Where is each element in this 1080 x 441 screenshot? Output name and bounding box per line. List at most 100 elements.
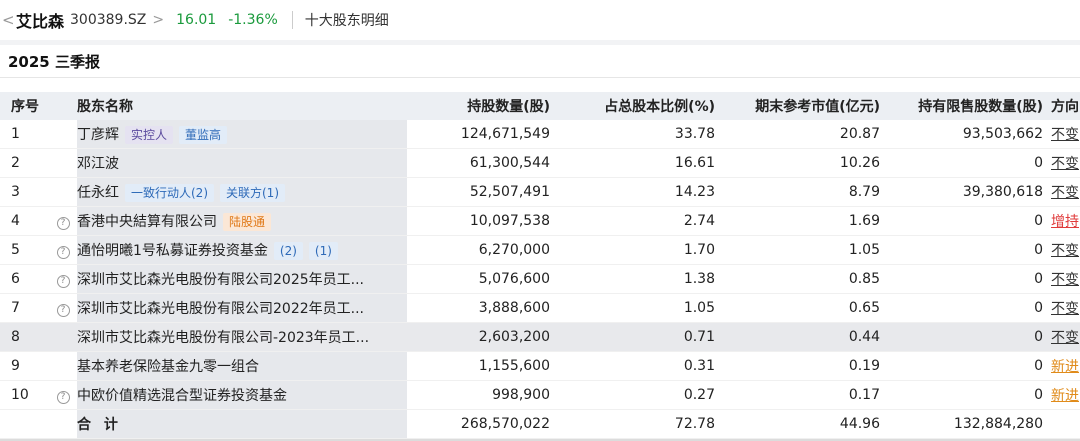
ratio-cell: 33.78 [550,120,715,149]
row-index: 10 [0,380,49,410]
table-row[interactable]: 9 基本养老保险基金九零一组合 1,155,600 0.31 0.19 0 新进 [0,351,1080,381]
restricted-cell: 0 [880,380,1043,410]
shareholder-name-cell: 深圳市艾比森光电股份有限公司2022年员工... [77,293,407,323]
table-row[interactable]: 10 ? 中欧价值精选混合型证券投资基金 998,900 0.27 0.17 0… [0,380,1080,410]
restricted-cell: 0 [880,206,1043,236]
total-market-value: 44.96 [715,409,880,439]
restricted-cell: 0 [880,293,1043,323]
shareholder-name[interactable]: 深圳市艾比森光电股份有限公司-2023年员工... [77,330,370,346]
back-icon[interactable]: < [2,11,15,29]
table-row[interactable]: 6 ? 深圳市艾比森光电股份有限公司2025年员工... 5,076,600 1… [0,264,1080,294]
restricted-cell: 0 [880,148,1043,178]
tag-related-party[interactable]: (1) [308,242,338,260]
total-ratio: 72.78 [550,409,715,439]
shareholder-name[interactable]: 通怡明曦1号私募证券投资基金 [77,243,268,259]
direction-link[interactable]: 不变 [1051,127,1079,143]
question-circle-icon[interactable]: ? [56,216,70,230]
shareholder-name-cell: 深圳市艾比森光电股份有限公司2025年员工... [77,264,407,294]
tag-concert-party[interactable]: (2) [273,242,303,260]
top-shareholders-table: 序号 股东名称 持股数量(股) 占总股本比例(%) 期末参考市值(亿元) 持有限… [0,92,1080,439]
table-row[interactable]: 8 深圳市艾比森光电股份有限公司-2023年员工... 2,603,200 0.… [0,322,1080,352]
shareholder-name[interactable]: 邓江波 [77,156,119,172]
shareholder-name[interactable]: 香港中央結算有限公司 [77,214,217,230]
direction-link[interactable]: 新进 [1051,359,1079,375]
ratio-cell: 1.70 [550,235,715,265]
table-row[interactable]: 1 丁彦辉 实控人 董监高 124,671,549 33.78 20.87 93,5… [0,120,1080,149]
col-header-restricted[interactable]: 持有限售股数量(股) [880,92,1043,120]
stock-price: 16.01 [176,12,217,28]
question-circle-icon[interactable]: ? [56,245,70,259]
shareholder-name[interactable]: 基本养老保险基金九零一组合 [77,359,259,375]
question-circle-icon[interactable]: ? [56,274,70,288]
direction-link[interactable]: 增持 [1051,214,1079,230]
shareholder-name[interactable]: 深圳市艾比森光电股份有限公司2025年员工... [77,272,364,288]
total-shares: 268,570,022 [407,409,550,439]
direction-link[interactable]: 不变 [1051,330,1079,346]
table-row[interactable]: 5 ? 通怡明曦1号私募证券投资基金 (2) (1) 6,270,000 1.70 … [0,235,1080,265]
direction-link[interactable]: 不变 [1051,185,1079,201]
row-index: 8 [0,322,49,352]
market-value-cell: 0.17 [715,380,880,410]
band-divider [0,40,1080,45]
shares-cell: 1,155,600 [407,351,550,381]
shareholder-name-cell: 通怡明曦1号私募证券投资基金 (2) (1) [77,235,407,265]
market-value-cell: 10.26 [715,148,880,178]
shareholder-name-cell: 中欧价值精选混合型证券投资基金 [77,380,407,410]
ratio-cell: 1.38 [550,264,715,294]
page-title: 十大股东明细 [304,13,389,29]
report-period[interactable]: 2025 三季报 [0,45,1080,78]
col-header-direction: 方向 ? [1043,92,1080,120]
shareholder-name[interactable]: 深圳市艾比森光电股份有限公司2022年员工... [77,301,364,317]
total-row: 合 计 268,570,022 72.78 44.96 132,884,280 [0,409,1080,439]
shareholder-name-cell: 深圳市艾比森光电股份有限公司-2023年员工... [77,322,407,352]
row-index: 3 [0,177,49,207]
ratio-cell: 0.27 [550,380,715,410]
stock-name[interactable]: 艾比森 [16,12,65,31]
ratio-cell: 2.74 [550,206,715,236]
row-index: 1 [0,120,49,149]
restricted-cell: 0 [880,235,1043,265]
stock-code[interactable]: 300389.SZ [70,12,147,28]
row-index: 6 [0,264,49,294]
market-value-cell: 0.19 [715,351,880,381]
market-value-cell: 0.65 [715,293,880,323]
ratio-cell: 0.71 [550,322,715,352]
table-row[interactable]: 7 ? 深圳市艾比森光电股份有限公司2022年员工... 3,888,600 1… [0,293,1080,323]
col-header-market-value[interactable]: 期末参考市值(亿元) [715,92,880,120]
shareholder-name[interactable]: 任永红 [77,185,119,201]
shares-cell: 124,671,549 [407,120,550,149]
question-circle-icon[interactable]: ? [56,303,70,317]
shares-cell: 6,270,000 [407,235,550,265]
ratio-cell: 16.61 [550,148,715,178]
tag-stock-connect: 陆股通 [223,213,272,231]
table-row[interactable]: 3 任永红 一致行动人(2) 关联方(1) 52,507,491 14.23 8.7… [0,177,1080,207]
direction-link[interactable]: 不变 [1051,156,1079,172]
divider [291,11,293,29]
restricted-cell: 0 [880,322,1043,352]
table-row[interactable]: 4 ? 香港中央結算有限公司 陆股通 10,097,538 2.74 1.69 0… [0,206,1080,236]
restricted-cell: 39,380,618 [880,177,1043,207]
shareholder-name-cell: 基本养老保险基金九零一组合 [77,351,407,381]
table-row[interactable]: 2 邓江波 61,300,544 16.61 10.26 0 不变 [0,148,1080,178]
direction-link[interactable]: 不变 [1051,272,1079,288]
col-header-ratio[interactable]: 占总股本比例(%) [550,92,715,120]
col-header-shares[interactable]: 持股数量(股) [407,92,550,120]
chevron-right-icon[interactable]: > [152,12,165,28]
shareholder-name-cell: 任永红 一致行动人(2) 关联方(1) [77,177,407,207]
ratio-cell: 1.05 [550,293,715,323]
shareholder-name[interactable]: 中欧价值精选混合型证券投资基金 [77,388,287,404]
stock-change-pct: -1.36% [228,12,278,28]
market-value-cell: 20.87 [715,120,880,149]
row-index: 2 [0,148,49,178]
direction-link[interactable]: 不变 [1051,243,1079,259]
question-circle-icon[interactable]: ? [56,390,70,404]
tag-related-party[interactable]: 关联方(1) [220,184,285,202]
row-index: 7 [0,293,49,323]
restricted-cell: 93,503,662 [880,120,1043,149]
row-index: 9 [0,351,49,381]
shares-cell: 3,888,600 [407,293,550,323]
direction-link[interactable]: 新进 [1051,388,1079,404]
direction-link[interactable]: 不变 [1051,301,1079,317]
shareholder-name[interactable]: 丁彦辉 [77,127,119,143]
tag-concert-party[interactable]: 一致行动人(2) [125,184,214,202]
